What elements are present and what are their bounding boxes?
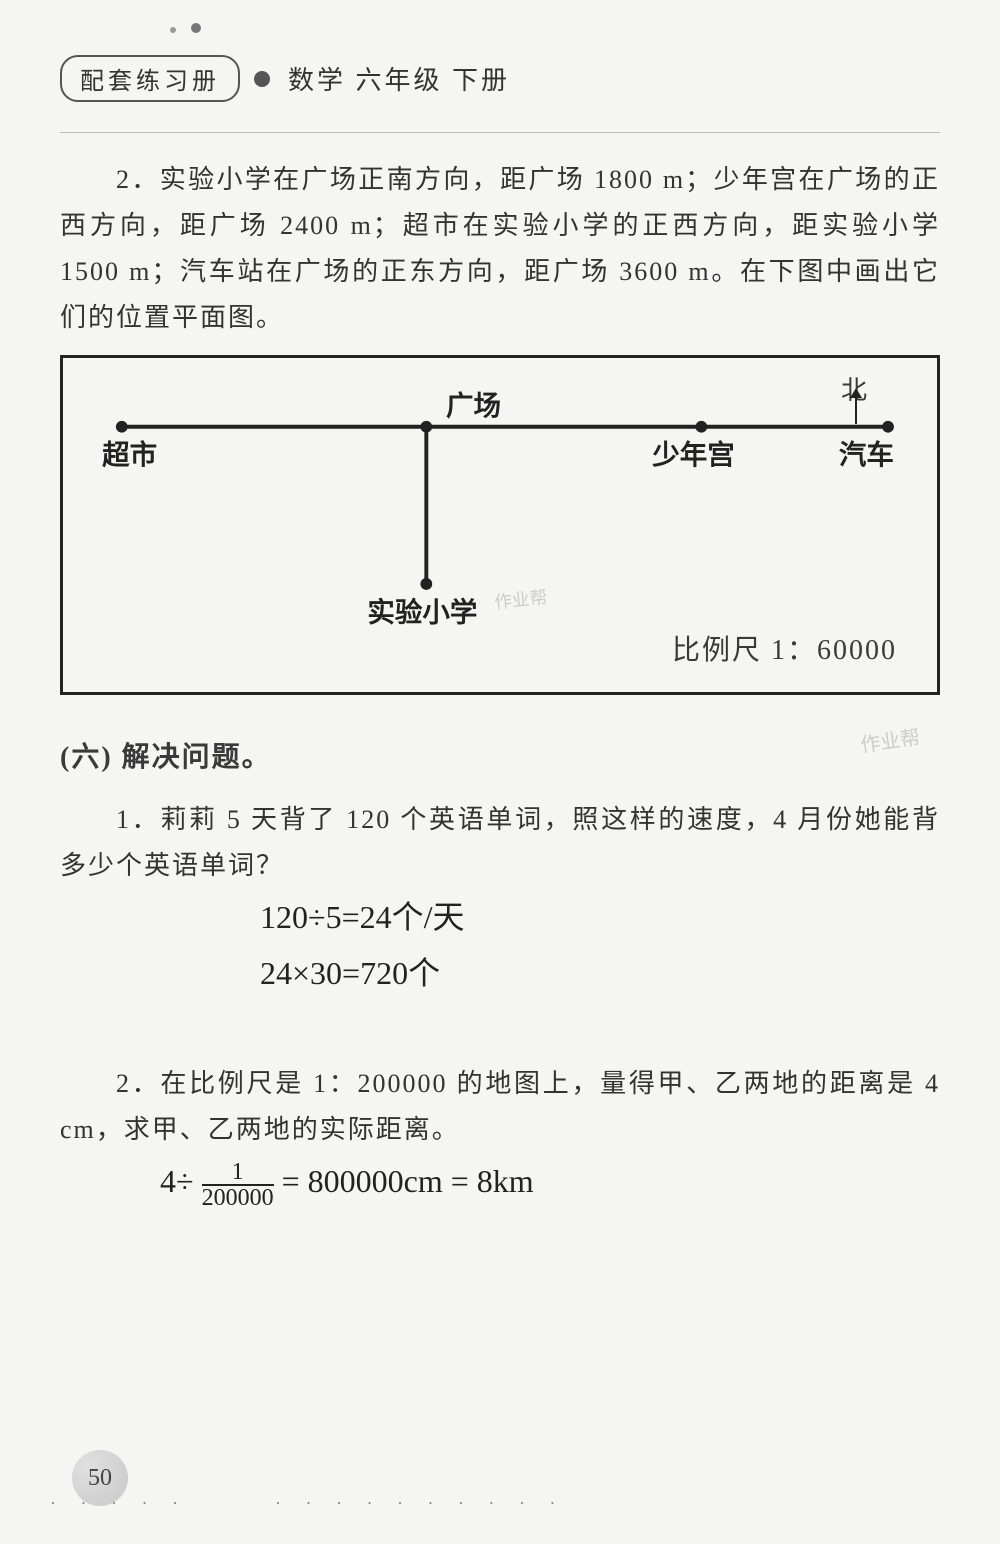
bullet-icon xyxy=(254,71,270,87)
question-2-text: 2．在比例尺是 1：200000 的地图上，量得甲、乙两地的距离是 4 cm，求… xyxy=(60,1061,940,1153)
section-6-title: (六) 解决问题。 xyxy=(60,735,940,775)
header-divider xyxy=(60,132,940,133)
decorative-dots xyxy=(170,20,201,38)
workbook-badge: 配套练习册 xyxy=(60,55,240,102)
watermark-diagram: 作业帮 xyxy=(493,587,548,612)
question-1-work-line-2: 24×30=720个 xyxy=(260,945,940,1001)
market-label: 超市 xyxy=(102,439,157,470)
question-1-work-line-1: 120÷5=24个/天 xyxy=(260,889,940,945)
problem-2-number: 2． xyxy=(116,165,160,194)
question-2-body: 在比例尺是 1：200000 的地图上，量得甲、乙两地的距离是 4 cm，求甲、… xyxy=(60,1069,940,1144)
scale-label: 比例尺 1：60000 xyxy=(672,628,897,668)
question-1-text: 1．莉莉 5 天背了 120 个英语单词，照这样的速度，4 月份她能背多少个英语… xyxy=(60,797,940,889)
question-2-work: 4÷ 1 200000 = 800000cm = 8km xyxy=(160,1153,940,1210)
footer-dots: · · · · · · · · · · · · · · · xyxy=(50,1493,565,1514)
question-1-body: 莉莉 5 天背了 120 个英语单词，照这样的速度，4 月份她能背多少个英语单词… xyxy=(60,805,940,880)
q2-expr: 4÷ xyxy=(160,1163,202,1199)
q2-result: = 800000cm = 8km xyxy=(282,1163,534,1199)
page-header: 配套练习册 数学 六年级 下册 xyxy=(60,55,940,102)
question-1-number: 1． xyxy=(116,805,160,834)
problem-2-body: 实验小学在广场正南方向，距广场 1800 m；少年宫在广场的正西方向，距广场 2… xyxy=(60,165,940,332)
palace-label: 少年宫 xyxy=(652,439,735,470)
problem-2-text: 2．实验小学在广场正南方向，距广场 1800 m；少年宫在广场的正西方向，距广场… xyxy=(60,157,940,341)
map-diagram: 北 广场 超市 少年宫 汽车 实验小学 作业帮 比例尺 1：60000 xyxy=(60,355,940,695)
bus-label: 汽车 xyxy=(839,439,894,470)
header-title: 数学 六年级 下册 xyxy=(288,60,510,97)
school-label: 实验小学 xyxy=(367,596,477,627)
page-number-value: 50 xyxy=(88,1465,112,1492)
plaza-label: 广场 xyxy=(446,390,501,421)
question-2-number: 2． xyxy=(116,1069,160,1098)
